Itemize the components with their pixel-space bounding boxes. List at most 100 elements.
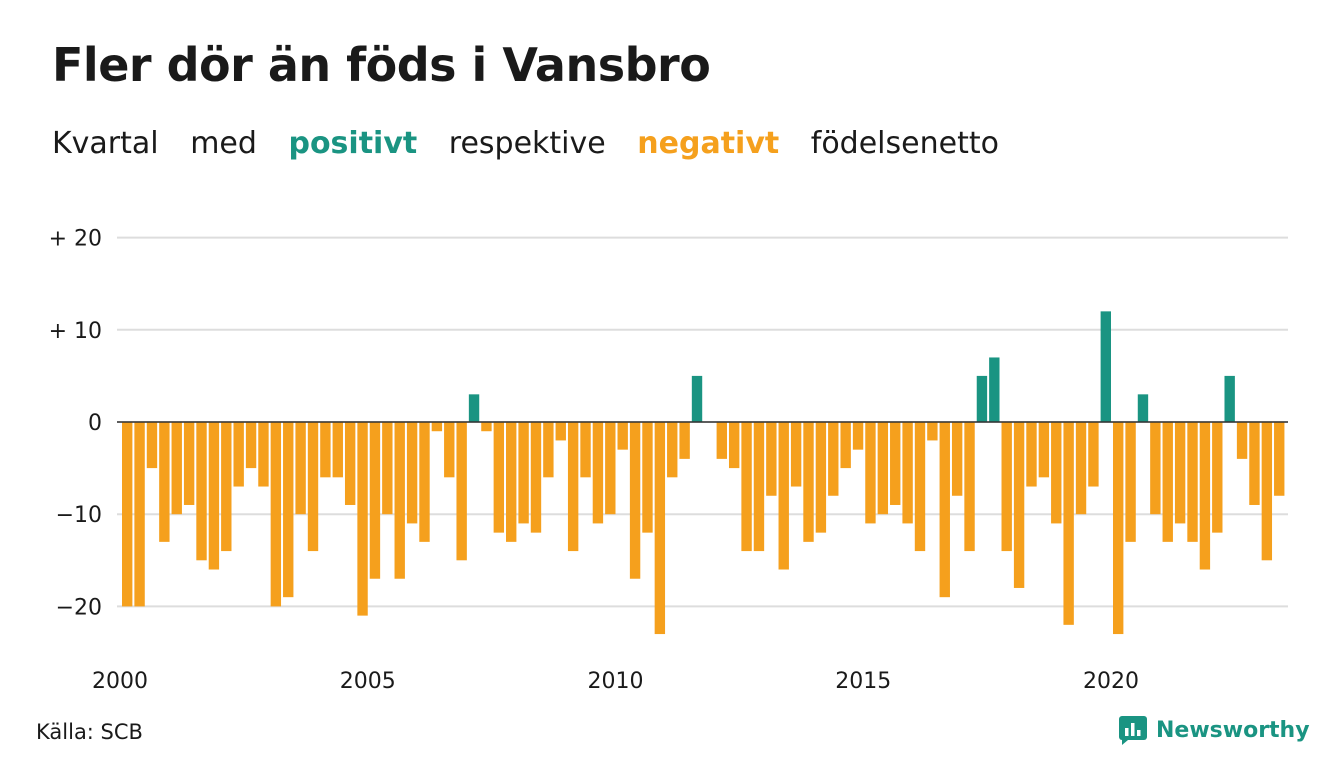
bar xyxy=(159,422,170,542)
bar xyxy=(369,422,381,579)
bar xyxy=(964,422,975,552)
subtitle-part-1: Kvartal xyxy=(52,126,159,161)
bar xyxy=(431,422,443,432)
bar xyxy=(283,422,294,598)
bar xyxy=(543,422,554,478)
bar xyxy=(208,422,220,570)
bar xyxy=(1274,422,1285,496)
bar xyxy=(307,422,319,552)
bar xyxy=(951,422,963,496)
bar xyxy=(592,422,604,524)
bar xyxy=(1013,422,1025,588)
bar xyxy=(567,422,579,552)
bar-chart-logo-icon xyxy=(1119,716,1147,745)
bar xyxy=(1001,422,1012,552)
chart-subtitle: Kvartal med positivt respektive negativt… xyxy=(52,126,1021,161)
bar xyxy=(245,422,257,469)
y-tick-label: + 10 xyxy=(49,319,102,344)
bar xyxy=(902,422,913,524)
bar xyxy=(468,394,480,422)
subtitle-part-2: med xyxy=(190,126,257,161)
bar xyxy=(357,422,368,616)
bar xyxy=(852,422,864,450)
bar xyxy=(332,422,343,478)
bar xyxy=(778,422,789,570)
bar xyxy=(753,422,765,552)
bar xyxy=(617,422,628,450)
bar xyxy=(877,422,889,515)
x-tick-label: 2015 xyxy=(835,669,891,694)
bar xyxy=(1187,422,1198,542)
bar xyxy=(976,375,988,422)
x-axis-labels: 2000 2005 2010 2015 2020 xyxy=(92,669,1139,694)
bar xyxy=(344,422,356,505)
x-tick-label: 2000 xyxy=(92,669,148,694)
bar xyxy=(1113,422,1124,635)
bar xyxy=(270,422,282,607)
y-tick-label: 0 xyxy=(88,411,102,436)
y-tick-label: −10 xyxy=(56,503,102,528)
bar xyxy=(1051,422,1062,524)
bar xyxy=(1174,422,1186,524)
bar xyxy=(1150,422,1161,515)
subtitle-negative-label: negativt xyxy=(637,126,780,161)
bar xyxy=(890,422,901,505)
bar-chart: + 20 + 10 0 −10 −20 2000 2005 2010 2015 2020 xyxy=(49,227,1288,694)
bar xyxy=(828,422,839,496)
bar xyxy=(183,422,195,505)
bar xyxy=(481,422,492,432)
bar xyxy=(1249,422,1260,505)
bar xyxy=(654,422,666,635)
bar xyxy=(530,422,542,533)
bar xyxy=(1088,422,1099,487)
x-tick-label: 2010 xyxy=(588,669,644,694)
bar xyxy=(790,422,802,487)
bar xyxy=(320,422,331,478)
bar xyxy=(1026,422,1037,487)
bar xyxy=(803,422,814,542)
bar xyxy=(914,422,926,552)
bar xyxy=(691,375,703,422)
y-tick-label: + 20 xyxy=(49,227,102,252)
bar xyxy=(394,422,405,579)
subtitle-part-4: födelsenetto xyxy=(810,126,999,161)
chart-title: Fler dör än föds i Vansbro xyxy=(52,38,711,92)
bar xyxy=(146,422,158,469)
bar xyxy=(927,422,938,441)
bar xyxy=(555,422,566,441)
bar xyxy=(815,422,827,533)
subtitle-part-3: respektive xyxy=(448,126,606,161)
y-tick-label: −20 xyxy=(56,595,102,620)
bar xyxy=(766,422,777,496)
bar xyxy=(134,422,145,607)
bar xyxy=(444,422,455,478)
bar xyxy=(580,422,591,478)
bar xyxy=(196,422,207,561)
bar xyxy=(1261,422,1273,561)
bar xyxy=(233,422,244,487)
bar xyxy=(419,422,430,542)
source-note: Källa: SCB xyxy=(36,720,143,744)
bar xyxy=(1125,422,1136,542)
bar xyxy=(1236,422,1248,459)
x-tick-label: 2020 xyxy=(1083,669,1139,694)
bar xyxy=(728,422,740,469)
bar xyxy=(939,422,950,598)
bar xyxy=(493,422,505,533)
x-tick-label: 2005 xyxy=(340,669,396,694)
bar xyxy=(406,422,418,524)
bar xyxy=(667,422,678,478)
bar xyxy=(1063,422,1074,625)
bar xyxy=(865,422,876,524)
bar xyxy=(1038,422,1050,478)
bar xyxy=(506,422,517,542)
bar xyxy=(1137,394,1149,422)
bar xyxy=(171,422,182,515)
bar xyxy=(629,422,641,579)
bar xyxy=(1075,422,1087,515)
bar xyxy=(456,422,467,561)
bar xyxy=(1100,311,1111,422)
bar xyxy=(1162,422,1173,542)
y-axis-labels: + 20 + 10 0 −10 −20 xyxy=(49,227,102,621)
bar xyxy=(221,422,232,552)
